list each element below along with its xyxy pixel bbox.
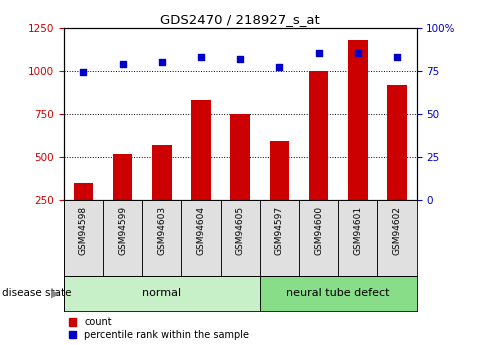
Point <box>79 70 87 75</box>
Bar <box>309 71 328 243</box>
Point <box>119 61 126 67</box>
Bar <box>230 114 250 243</box>
FancyBboxPatch shape <box>260 276 416 310</box>
Text: GSM94600: GSM94600 <box>314 206 323 255</box>
FancyBboxPatch shape <box>377 200 416 276</box>
Text: GSM94599: GSM94599 <box>118 206 127 255</box>
Point <box>197 54 205 60</box>
Legend: count, percentile rank within the sample: count, percentile rank within the sample <box>69 317 249 340</box>
Text: GSM94605: GSM94605 <box>236 206 245 255</box>
Title: GDS2470 / 218927_s_at: GDS2470 / 218927_s_at <box>160 13 320 27</box>
FancyBboxPatch shape <box>142 200 181 276</box>
FancyBboxPatch shape <box>220 200 260 276</box>
Point <box>393 54 401 60</box>
Point <box>354 51 362 56</box>
FancyBboxPatch shape <box>260 200 299 276</box>
Bar <box>387 85 407 243</box>
Point <box>315 51 322 56</box>
Text: GSM94602: GSM94602 <box>392 206 401 255</box>
Point <box>236 56 244 61</box>
Bar <box>348 40 368 243</box>
Text: normal: normal <box>142 288 181 298</box>
FancyBboxPatch shape <box>103 200 142 276</box>
FancyBboxPatch shape <box>299 200 338 276</box>
FancyBboxPatch shape <box>64 200 103 276</box>
Bar <box>270 141 289 243</box>
FancyBboxPatch shape <box>338 200 377 276</box>
Text: GSM94597: GSM94597 <box>275 206 284 255</box>
Text: GSM94603: GSM94603 <box>157 206 166 255</box>
Bar <box>113 155 132 243</box>
Text: ▶: ▶ <box>51 288 60 298</box>
FancyBboxPatch shape <box>64 276 260 310</box>
Bar <box>152 145 172 243</box>
Text: disease state: disease state <box>2 288 72 298</box>
Text: neural tube defect: neural tube defect <box>286 288 390 298</box>
Bar <box>191 100 211 243</box>
FancyBboxPatch shape <box>181 200 221 276</box>
Text: GSM94604: GSM94604 <box>196 206 205 255</box>
Point <box>275 65 283 70</box>
Text: GSM94598: GSM94598 <box>79 206 88 255</box>
Point <box>158 59 166 65</box>
Text: GSM94601: GSM94601 <box>353 206 362 255</box>
Bar <box>74 183 93 243</box>
